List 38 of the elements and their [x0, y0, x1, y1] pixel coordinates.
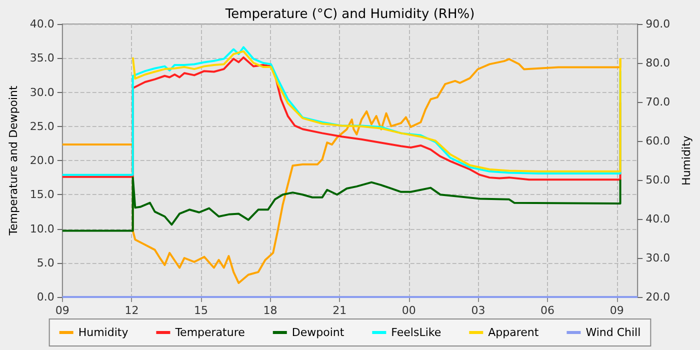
x-tick-label: 09	[610, 304, 624, 317]
legend-label: Temperature	[174, 326, 246, 339]
y-tick-label: 10.0	[30, 222, 54, 236]
y2-tick-label: 30.0	[646, 252, 670, 264]
y-tick-label: 5.0	[36, 256, 54, 270]
y2-tick-label: 80.0	[646, 56, 670, 70]
y2-tick-label: 60.0	[646, 134, 670, 148]
y2-tick-label: 50.0	[646, 174, 670, 186]
x-tick-label: 18	[263, 304, 278, 317]
legend-label: Dewpoint	[292, 326, 345, 339]
y2-tick-label: 90.0	[646, 18, 670, 30]
x-tick-label: 21	[332, 304, 347, 317]
y2-tick-label: 20.0	[646, 290, 670, 304]
y-tick-label: 20.0	[30, 154, 54, 167]
line-series	[61, 58, 622, 284]
y2-tick-label: 70.0	[646, 96, 670, 108]
x-tick-label: 09	[55, 304, 70, 317]
x-tick-label: 06	[540, 304, 555, 317]
x-tick-label: 00	[402, 304, 416, 317]
y-axis-title: Temperature and Dewpoint	[7, 84, 20, 236]
y-tick-label: 25.0	[30, 120, 54, 133]
legend-label: Apparent	[488, 326, 540, 339]
x-tick-label: 15	[194, 304, 208, 317]
y-tick-label: 40.0	[30, 18, 54, 30]
line-series	[132, 50, 622, 172]
legend-label: Wind Chill	[586, 326, 641, 339]
y-tick-label: 0.0	[36, 290, 54, 304]
y2-tick-label: 40.0	[646, 212, 670, 226]
y-tick-label: 35.0	[30, 52, 54, 65]
legend-label: Humidity	[78, 326, 129, 339]
x-tick-label: 03	[471, 304, 486, 317]
chart-title: Temperature (°C) and Humidity (RH%)	[224, 7, 475, 22]
legend-label: FeelsLike	[391, 326, 442, 339]
x-tick-label: 12	[124, 304, 139, 317]
y-tick-label: 15.0	[30, 188, 54, 202]
y-tick-label: 30.0	[30, 86, 54, 99]
y2-axis-title: Humidity	[680, 135, 693, 186]
line-series	[61, 176, 622, 232]
